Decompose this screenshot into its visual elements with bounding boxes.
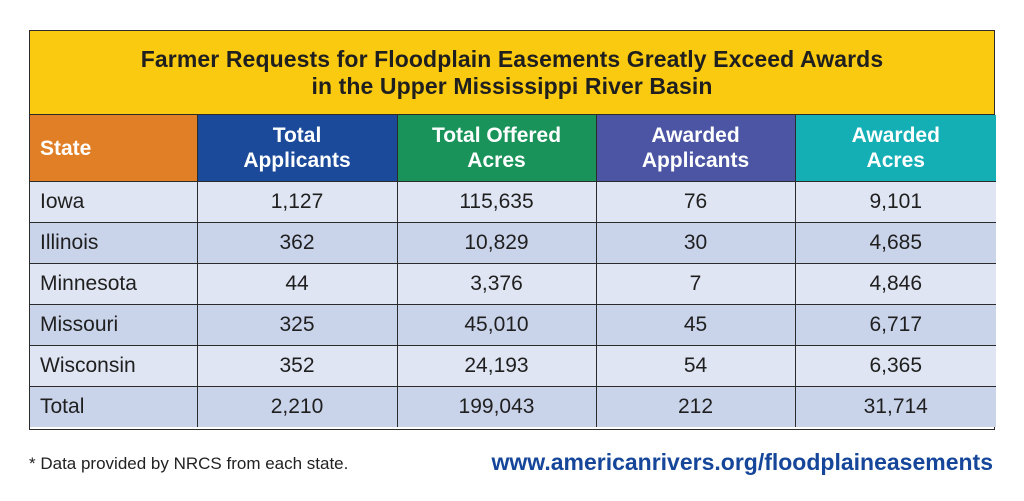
data-table: State Total Applicants Total Offered Acres… bbox=[30, 115, 996, 427]
cell-state: Missouri bbox=[30, 304, 197, 346]
cell-state: Illinois bbox=[30, 222, 197, 264]
cell-total-applicants: 352 bbox=[196, 345, 397, 387]
table-row: Minnesota 44 3,376 7 4,846 bbox=[30, 263, 996, 305]
cell-awarded-acres: 9,101 bbox=[794, 181, 996, 223]
table-row: Missouri 325 45,010 45 6,717 bbox=[30, 304, 996, 346]
cell-total-applicants: 2,210 bbox=[196, 386, 397, 427]
cell-awarded-acres: 4,685 bbox=[794, 222, 996, 264]
cell-awarded-applicants: 45 bbox=[595, 304, 795, 346]
website-link[interactable]: www.americanrivers.org/floodplaineasemen… bbox=[491, 449, 994, 475]
header-total-applicants: Total Applicants bbox=[196, 115, 397, 182]
cell-total-applicants: 1,127 bbox=[196, 181, 397, 223]
cell-total-offered-acres: 199,043 bbox=[396, 386, 596, 427]
header-awarded-acres: Awarded Acres bbox=[794, 115, 996, 182]
cell-total-offered-acres: 3,376 bbox=[396, 263, 596, 305]
cell-awarded-applicants: 212 bbox=[595, 386, 795, 427]
cell-awarded-applicants: 76 bbox=[595, 181, 795, 223]
cell-state: Iowa bbox=[30, 181, 197, 223]
header-awarded-applicants: Awarded Applicants bbox=[595, 115, 795, 182]
cell-awarded-acres: 4,846 bbox=[794, 263, 996, 305]
cell-total-applicants: 362 bbox=[196, 222, 397, 264]
header-state: State bbox=[30, 115, 197, 182]
cell-awarded-applicants: 54 bbox=[595, 345, 795, 387]
cell-awarded-applicants: 7 bbox=[595, 263, 795, 305]
header-total-offered-acres: Total Offered Acres bbox=[396, 115, 596, 182]
cell-awarded-applicants: 30 bbox=[595, 222, 795, 264]
title-line-2: in the Upper Mississippi River Basin bbox=[311, 72, 713, 99]
table-row: Wisconsin 352 24,193 54 6,365 bbox=[30, 345, 996, 387]
table-row: Iowa 1,127 115,635 76 9,101 bbox=[30, 181, 996, 223]
title-line-1: Farmer Requests for Floodplain Easements… bbox=[140, 45, 884, 72]
cell-awarded-acres: 31,714 bbox=[794, 386, 996, 427]
total-row: Total 2,210 199,043 212 31,714 bbox=[30, 386, 996, 427]
cell-awarded-acres: 6,717 bbox=[794, 304, 996, 346]
cell-state: Wisconsin bbox=[30, 345, 197, 387]
cell-total-applicants: 325 bbox=[196, 304, 397, 346]
cell-awarded-acres: 6,365 bbox=[794, 345, 996, 387]
header-row: State Total Applicants Total Offered Acres… bbox=[30, 115, 996, 182]
cell-total-offered-acres: 24,193 bbox=[396, 345, 596, 387]
data-source-footnote: * Data provided by NRCS from each state. bbox=[29, 454, 349, 473]
cell-total-offered-acres: 10,829 bbox=[396, 222, 596, 264]
cell-total-applicants: 44 bbox=[196, 263, 397, 305]
table-row: Illinois 362 10,829 30 4,685 bbox=[30, 222, 996, 264]
cell-state: Total bbox=[30, 386, 197, 427]
cell-total-offered-acres: 45,010 bbox=[396, 304, 596, 346]
table-frame: Farmer Requests for Floodplain Easements… bbox=[29, 30, 996, 430]
table-title: Farmer Requests for Floodplain Easements… bbox=[30, 31, 994, 115]
cell-state: Minnesota bbox=[30, 263, 197, 305]
cell-total-offered-acres: 115,635 bbox=[396, 181, 596, 223]
